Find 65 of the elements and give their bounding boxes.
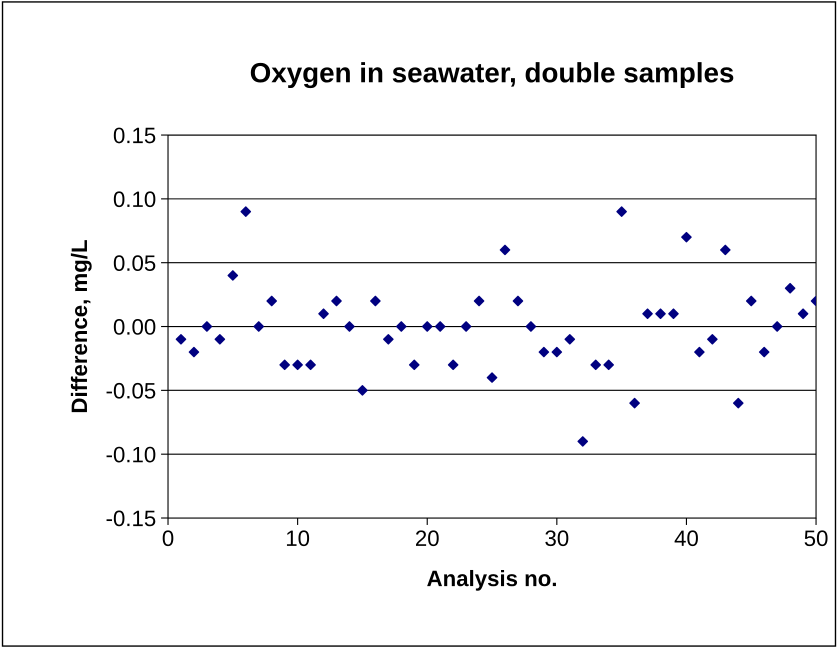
point xyxy=(500,244,510,256)
y-tick-label: -0.10 xyxy=(106,446,156,462)
point xyxy=(681,232,692,242)
point xyxy=(279,360,290,370)
point xyxy=(512,296,524,306)
y-tick-label: -0.15 xyxy=(106,510,156,526)
x-tick-label: 50 xyxy=(804,530,828,546)
point xyxy=(720,244,731,256)
point xyxy=(552,346,562,358)
point xyxy=(732,398,744,408)
point xyxy=(564,334,576,345)
point xyxy=(784,282,796,294)
point xyxy=(383,334,394,345)
point xyxy=(758,346,770,358)
x-tick-label: 40 xyxy=(674,530,698,546)
point xyxy=(305,360,316,370)
point xyxy=(603,360,614,370)
point xyxy=(590,360,602,370)
point xyxy=(526,321,536,332)
x-axis-title: Analysis no. xyxy=(427,570,556,591)
y-tick-label: 0.10 xyxy=(114,191,156,208)
x-tick-label: 30 xyxy=(545,530,568,546)
point xyxy=(188,346,200,358)
point xyxy=(694,346,705,358)
y-tick-label: 0.15 xyxy=(114,128,156,144)
point xyxy=(228,270,238,281)
y-tick-label: 0.00 xyxy=(114,319,156,335)
point xyxy=(642,308,653,320)
point xyxy=(318,308,329,320)
point xyxy=(240,206,252,217)
point xyxy=(538,346,550,358)
point xyxy=(434,321,446,332)
point xyxy=(746,296,757,306)
x-tick-label: 20 xyxy=(416,530,439,546)
point xyxy=(616,206,627,217)
point xyxy=(202,321,212,332)
point xyxy=(629,398,640,408)
point xyxy=(577,436,588,447)
point xyxy=(422,321,433,332)
point xyxy=(668,308,679,320)
point xyxy=(253,321,264,332)
point xyxy=(357,385,368,396)
point xyxy=(396,321,407,332)
x-tick-label: 10 xyxy=(286,530,310,546)
point xyxy=(798,308,808,320)
y-tick-label: 0.05 xyxy=(114,255,156,271)
y-axis-title: Difference, mg/L xyxy=(70,240,92,412)
point xyxy=(486,372,498,383)
y-tick-label: -0.05 xyxy=(106,382,156,399)
point xyxy=(292,360,303,370)
point xyxy=(448,360,458,370)
point xyxy=(655,308,666,320)
point xyxy=(370,296,381,306)
point xyxy=(707,334,718,345)
point xyxy=(474,296,484,306)
point xyxy=(408,360,420,370)
point xyxy=(460,321,472,332)
point xyxy=(176,334,186,345)
x-tick-label: 0 xyxy=(162,530,174,546)
point xyxy=(266,296,278,306)
point xyxy=(344,321,355,332)
point xyxy=(331,296,342,306)
point xyxy=(772,321,782,332)
chart-title: Oxygen in seawater, double samples xyxy=(250,62,734,88)
point xyxy=(214,334,226,345)
